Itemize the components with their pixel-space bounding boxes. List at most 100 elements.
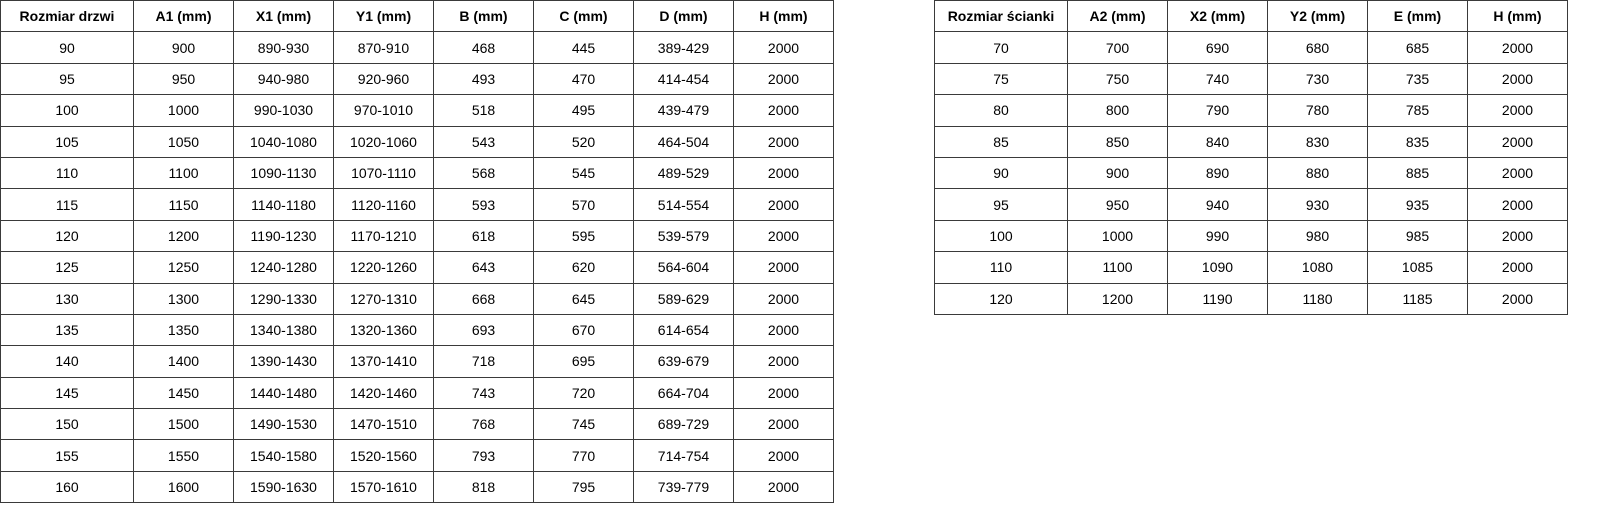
- table-cell: 885: [1367, 156, 1468, 190]
- table-cell: 1180: [1267, 282, 1368, 315]
- table-cell: 120: [934, 282, 1068, 315]
- table-cell: 2000: [733, 313, 834, 347]
- table-cell: 890-930: [233, 31, 334, 64]
- table-cell: 115: [0, 188, 134, 221]
- table-cell: 1370-1410: [333, 345, 434, 378]
- table-cell: 110: [0, 156, 134, 190]
- table-cell: 145: [0, 376, 134, 410]
- table-cell: 120: [0, 219, 134, 253]
- table-cell: 570: [533, 188, 634, 221]
- table-cell: 1020-1060: [333, 125, 434, 158]
- table-cell: 680: [1267, 31, 1368, 64]
- table-cell: 568: [433, 156, 534, 190]
- table-cell: 2000: [733, 125, 834, 158]
- table-cell: 2000: [1467, 31, 1568, 64]
- table-cell: 970-1010: [333, 94, 434, 127]
- table-cell: 800: [1067, 94, 1168, 127]
- table-cell: 1170-1210: [333, 219, 434, 253]
- table-cell: 1390-1430: [233, 345, 334, 378]
- table-cell: 85: [934, 125, 1068, 158]
- column-header: C (mm): [533, 0, 634, 33]
- table-cell: 2000: [1467, 156, 1568, 190]
- column-header: X1 (mm): [233, 0, 334, 33]
- table-cell: 935: [1367, 188, 1468, 221]
- table-row: 90 900 890 880 885 2000: [934, 156, 1568, 190]
- table-cell: 160: [0, 470, 134, 504]
- table-cell: 770: [533, 439, 634, 472]
- table-cell: 150: [0, 408, 134, 441]
- table-cell: 2000: [733, 156, 834, 190]
- table-cell: 593: [433, 188, 534, 221]
- table-cell: 1250: [133, 251, 234, 284]
- table-cell: 695: [533, 345, 634, 378]
- table-cell: 2000: [1467, 125, 1568, 158]
- table-cell: 445: [533, 31, 634, 64]
- table-cell: 740: [1167, 62, 1268, 96]
- table-cell: 90: [934, 156, 1068, 190]
- table-cell: 693: [433, 313, 534, 347]
- table-cell: 2000: [733, 219, 834, 253]
- table-cell: 2000: [1467, 251, 1568, 284]
- table-cell: 618: [433, 219, 534, 253]
- table-cell: 2000: [733, 94, 834, 127]
- table-cell: 830: [1267, 125, 1368, 158]
- table-cell: 940-980: [233, 62, 334, 96]
- table-cell: 1400: [133, 345, 234, 378]
- table-row: 120 1200 1190-1230 1170-1210 618 595 539-579 20…: [0, 219, 834, 253]
- column-header: D (mm): [633, 0, 734, 33]
- column-header: Rozmiar drzwi: [0, 0, 134, 33]
- table-cell: 1300: [133, 282, 234, 315]
- table-cell: 1200: [133, 219, 234, 253]
- table-cell: 1185: [1367, 282, 1468, 315]
- door-size-table: Rozmiar drzwi A1 (mm) X1 (mm) Y1 (mm) B (mm)…: [0, 0, 834, 504]
- table-cell: 990-1030: [233, 94, 334, 127]
- table-cell: 900: [1067, 156, 1168, 190]
- table-cell: 930: [1267, 188, 1368, 221]
- table-cell: 2000: [733, 470, 834, 504]
- table-cell: 130: [0, 282, 134, 315]
- table-cell: 1320-1360: [333, 313, 434, 347]
- table-cell: 70: [934, 31, 1068, 64]
- table-cell: 2000: [1467, 188, 1568, 221]
- table-row: 120 1200 1190 1180 1185 2000: [934, 282, 1568, 315]
- table-cell: 95: [934, 188, 1068, 221]
- table-cell: 614-654: [633, 313, 734, 347]
- table-cell: 780: [1267, 94, 1368, 127]
- table-cell: 468: [433, 31, 534, 64]
- column-header: Rozmiar ścianki: [934, 0, 1068, 33]
- table-row: 140 1400 1390-1430 1370-1410 718 695 639-679 20…: [0, 345, 834, 378]
- table-row: 90 900 890-930 870-910 468 445 389-429 2000: [0, 31, 834, 64]
- table-cell: 1000: [133, 94, 234, 127]
- table-cell: 589-629: [633, 282, 734, 315]
- table-cell: 1085: [1367, 251, 1468, 284]
- table-cell: 95: [0, 62, 134, 96]
- table-cell: 439-479: [633, 94, 734, 127]
- table-cell: 2000: [733, 345, 834, 378]
- table-cell: 818: [433, 470, 534, 504]
- table-cell: 920-960: [333, 62, 434, 96]
- table-cell: 689-729: [633, 408, 734, 441]
- table-cell: 135: [0, 313, 134, 347]
- table-cell: 495: [533, 94, 634, 127]
- table-cell: 1570-1610: [333, 470, 434, 504]
- table-cell: 543: [433, 125, 534, 158]
- table-cell: 2000: [733, 376, 834, 410]
- table-cell: 1150: [133, 188, 234, 221]
- table-cell: 518: [433, 94, 534, 127]
- table-row: 110 1100 1090 1080 1085 2000: [934, 251, 1568, 284]
- table-cell: 850: [1067, 125, 1168, 158]
- table-cell: 1000: [1067, 219, 1168, 253]
- table-cell: 2000: [1467, 219, 1568, 253]
- table-cell: 2000: [733, 31, 834, 64]
- table-cell: 1090-1130: [233, 156, 334, 190]
- table-cell: 2000: [1467, 282, 1568, 315]
- table-cell: 539-579: [633, 219, 734, 253]
- table-cell: 1520-1560: [333, 439, 434, 472]
- table-cell: 690: [1167, 31, 1268, 64]
- table-cell: 793: [433, 439, 534, 472]
- table-row: 95 950 940 930 935 2000: [934, 188, 1568, 221]
- table-cell: 985: [1367, 219, 1468, 253]
- column-header: B (mm): [433, 0, 534, 33]
- table-cell: 620: [533, 251, 634, 284]
- table-cell: 890: [1167, 156, 1268, 190]
